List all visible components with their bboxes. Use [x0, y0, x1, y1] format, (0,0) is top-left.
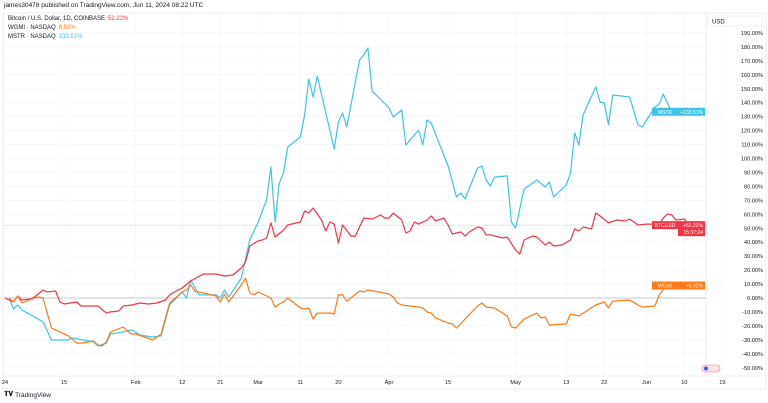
y-tick-label: -10.00%	[742, 310, 763, 316]
series-name: WGMI	[658, 284, 672, 290]
series-value: +52.22%	[683, 223, 703, 229]
time-scale[interactable]: 24 15 Feb 12 21 Mar 11 20 Apr 15 May 13 22 Jun 10 19	[2, 380, 726, 386]
currency-box[interactable]	[707, 15, 764, 27]
price-scale[interactable]: 190.00% 180.00% 170.00% 160.00% 150.00% 140.0…	[741, 31, 763, 372]
x-tick-label: 20	[335, 380, 341, 386]
series-value-tag	[678, 281, 705, 290]
x-tick-label: 21	[217, 380, 223, 386]
x-tick-label: 10	[681, 380, 687, 386]
bar-countdown: 15:37:24	[684, 230, 704, 236]
series-name: MSTR	[658, 110, 673, 116]
legend: Bitcoin / U.S. Dollar, 1D, COINBASE 52.22…	[8, 15, 128, 42]
tradingview-logo-icon: 𝐓𝐕	[4, 391, 14, 398]
y-tick-label: 80.00%	[744, 184, 763, 190]
y-tick-label: 150.00%	[741, 87, 763, 93]
y-tick-label: -30.00%	[742, 338, 763, 344]
series-name: BTCUSD	[655, 223, 676, 229]
series-lines	[3, 47, 706, 347]
y-tick-label: 30.00%	[744, 254, 763, 260]
x-tick-label: 19	[719, 380, 725, 386]
flag-icon	[704, 366, 708, 371]
y-tick-label: 0.00%	[747, 296, 763, 302]
currency-label: USD	[712, 20, 725, 26]
legend-item-wgmi[interactable]: WGMI · NASDAQ 8.92%	[8, 25, 76, 31]
x-tick-label: Feb	[131, 380, 141, 386]
series-value-tag	[678, 107, 705, 116]
series-value: +133.51%	[680, 110, 703, 116]
y-tick-label: 90.00%	[744, 170, 763, 176]
y-tick-label: 60.00%	[744, 212, 763, 218]
y-tick-label: 100.00%	[741, 157, 763, 163]
series-line-wgmi	[8, 277, 685, 347]
x-tick-label: 24	[2, 380, 8, 386]
y-tick-label: 140.00%	[741, 101, 763, 107]
series-value-tag	[678, 221, 705, 237]
chart-frame	[2, 12, 767, 390]
legend-item-mstr[interactable]: MSTR · NASDAQ 133.51%	[8, 34, 83, 40]
y-tick-label: 10.00%	[744, 282, 763, 288]
y-tick-label: -50.00%	[742, 366, 763, 372]
x-tick-label: May	[510, 380, 521, 386]
y-tick-label: 190.00%	[741, 31, 763, 37]
badge-wgmi: WGMI +8.92%	[652, 281, 705, 290]
badge-mstr: MSTR +133.51%	[652, 107, 705, 116]
x-tick-label: 15	[445, 380, 451, 386]
series-name-tag	[652, 107, 678, 116]
x-tick-label: 22	[601, 380, 607, 386]
footer: 𝐓𝐕 TradingView	[4, 391, 51, 399]
series-line-btcusd	[4, 207, 690, 314]
y-tick-label: 130.00%	[741, 115, 763, 121]
badge-btcusd: BTCUSD +52.22%15:37:24	[652, 221, 705, 237]
series-name-tag	[652, 221, 678, 230]
x-tick-label: 15	[61, 380, 67, 386]
brand-name: TradingView	[15, 391, 51, 399]
y-tick-label: -40.00%	[742, 352, 763, 358]
grid	[3, 13, 723, 376]
y-tick-label: 170.00%	[741, 59, 763, 65]
y-tick-label: 40.00%	[744, 240, 763, 246]
x-tick-label: Mar	[253, 380, 263, 386]
y-tick-label: 180.00%	[741, 45, 763, 51]
series-line-mstr	[8, 47, 685, 347]
y-tick-label: 50.00%	[744, 226, 763, 232]
x-tick-label: Jun	[642, 380, 651, 386]
y-tick-label: -20.00%	[742, 324, 763, 330]
x-tick-label: 12	[179, 380, 185, 386]
legend-item-btc[interactable]: Bitcoin / U.S. Dollar, 1D, COINBASE 52.22…	[8, 16, 129, 22]
series-value: +8.92%	[686, 284, 704, 290]
y-tick-label: 20.00%	[744, 268, 763, 274]
y-tick-label: 120.00%	[741, 129, 763, 135]
x-tick-label: 11	[297, 380, 303, 386]
x-tick-label: Apr	[385, 380, 394, 386]
price-badges: MSTR +133.51% BTCUSD +52.22%15:37:24 WGMI +8.…	[652, 107, 705, 290]
y-tick-label: 70.00%	[744, 198, 763, 204]
events-badge[interactable]	[701, 364, 721, 373]
publish-info: james30478 published on TradingView.com,…	[4, 2, 204, 9]
series-name-tag	[652, 281, 678, 290]
y-tick-label: 160.00%	[741, 73, 763, 79]
y-tick-label: 110.00%	[741, 143, 763, 149]
x-tick-label: 13	[563, 380, 569, 386]
